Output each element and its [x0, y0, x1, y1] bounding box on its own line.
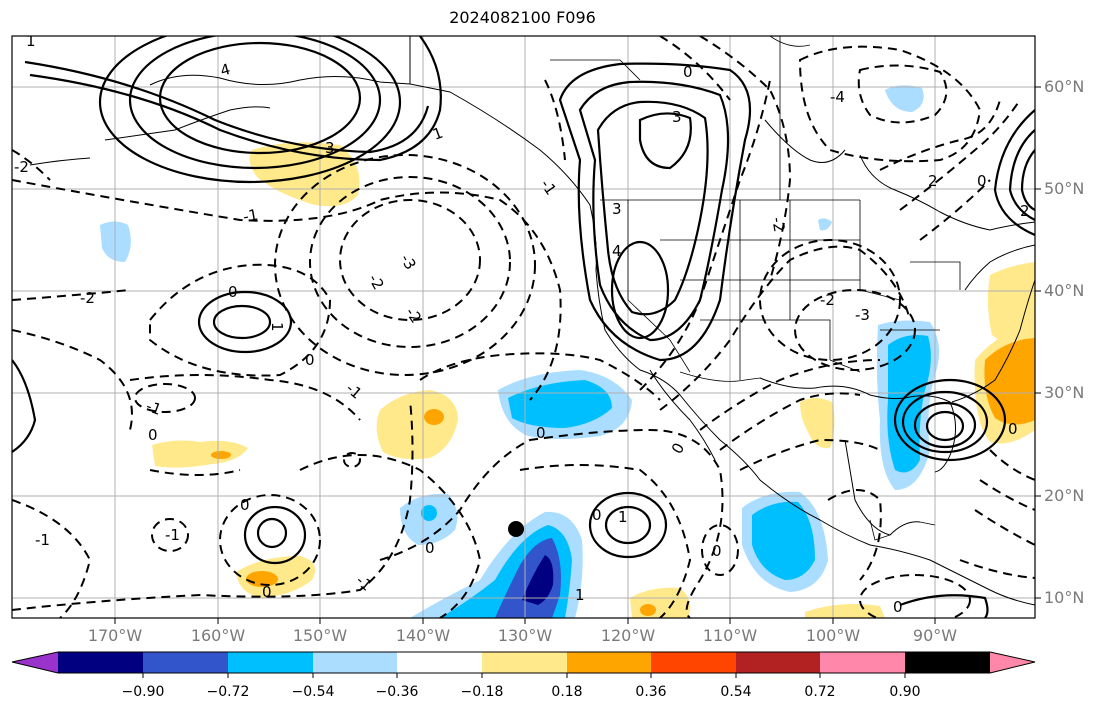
contour-label: -1 — [144, 397, 164, 419]
coastlines — [29, 36, 1035, 606]
colorbar-segment — [482, 652, 567, 673]
colorbar-extend-low — [12, 652, 58, 673]
lon-label: 100°W — [805, 626, 861, 645]
colorbar-segment — [820, 652, 905, 673]
colorbar — [11, 651, 1036, 678]
negative-anomaly-region — [522, 555, 554, 605]
positive-anomaly-core — [211, 451, 231, 459]
dashed-contours — [12, 36, 1035, 618]
contour-label: 1 — [618, 508, 628, 526]
positive-anomaly-region — [152, 440, 248, 468]
contour-label: -4 — [830, 88, 845, 106]
colorbar-tick-label: −0.72 — [206, 684, 250, 700]
positive-anomaly-region — [800, 398, 835, 449]
contour-label: 1 — [26, 32, 36, 50]
negative-anomaly-region — [885, 85, 924, 112]
negative-anomaly-core — [421, 505, 437, 521]
colorbar-tick-label: −0.36 — [375, 684, 419, 700]
positive-anomaly-core — [424, 409, 444, 425]
contour-label: -3 — [855, 306, 870, 324]
lon-label: 130°W — [497, 626, 553, 645]
lon-label: 90°W — [912, 626, 958, 645]
map-frame — [11, 35, 1036, 619]
positive-anomaly-region — [805, 604, 885, 618]
colorbar-segment — [143, 652, 228, 673]
lon-label: 120°W — [600, 626, 656, 645]
colorbar-tick-label: 0.36 — [635, 684, 667, 700]
lat-label: 20°N — [1044, 486, 1085, 505]
colorbar-segment — [228, 652, 313, 673]
contour-label: -2 — [80, 289, 95, 307]
colorbar-segment — [905, 652, 990, 673]
lat-label: 60°N — [1044, 77, 1085, 96]
contour-label: 0 — [592, 506, 602, 524]
colorbar-segment — [567, 652, 651, 673]
contour-label: -1 — [35, 531, 50, 549]
axis-ticks — [114, 86, 1041, 624]
colorbar-tick-label: −0.54 — [291, 684, 335, 700]
colorbar-segment — [58, 652, 143, 673]
colorbar-segment — [313, 652, 397, 673]
positive-anomaly-region — [987, 262, 1035, 344]
contour-label: -1 — [242, 206, 260, 226]
contour-label: 0 — [893, 598, 903, 616]
storm-position-marker — [508, 521, 524, 537]
contour-label: 3 — [672, 108, 682, 126]
contour-label: 0 — [712, 542, 722, 560]
map-title: 2024082100 F096 — [449, 8, 596, 27]
colorbar-tick-label: 0.54 — [720, 684, 752, 700]
lon-label: 170°W — [87, 626, 143, 645]
lat-label: 40°N — [1044, 281, 1085, 300]
colorbar-extend-high — [990, 652, 1035, 673]
contour-label: 4 — [612, 242, 622, 260]
contour-label: 2 — [928, 172, 938, 190]
anomaly-shading — [100, 85, 1035, 618]
negative-anomaly-region — [752, 501, 815, 580]
colorbar-tick-label: 0.18 — [551, 684, 583, 700]
lon-label: 110°W — [702, 626, 758, 645]
lat-label: 10°N — [1044, 588, 1085, 607]
lon-label: 150°W — [292, 626, 348, 645]
lon-label: 160°W — [190, 626, 246, 645]
colorbar-segment — [397, 652, 482, 673]
colorbar-tick-label: −0.90 — [121, 684, 165, 700]
colorbar-tick-label: 0.90 — [889, 684, 921, 700]
contour-label: 4 — [218, 60, 232, 80]
contour-label: 0 — [148, 426, 158, 444]
positive-anomaly-region — [376, 390, 458, 460]
lat-label: 50°N — [1044, 179, 1085, 198]
positive-anomaly-core — [640, 604, 656, 616]
contour-label: -2 — [820, 291, 835, 309]
colorbar-tick-label: −0.18 — [460, 684, 504, 700]
contour-label: 0 — [262, 583, 272, 601]
colorbar-segment — [651, 652, 736, 673]
contour-label: 0 — [305, 351, 315, 369]
contour-label: 0 — [425, 539, 435, 557]
contour-label: 2 — [1020, 202, 1030, 220]
contour-label: 1 — [575, 586, 585, 604]
positive-anomaly-core — [984, 338, 1035, 425]
contour-label: 0 — [683, 63, 693, 81]
colorbar-tick-label: 0.72 — [804, 684, 836, 700]
contour-label: 0 — [228, 283, 238, 301]
negative-anomaly-region — [818, 218, 832, 231]
contour-label: -2 — [14, 158, 29, 176]
contour-label: 1 — [268, 322, 286, 332]
contour-label: 0 — [1008, 420, 1018, 438]
contour-label: -2 — [768, 216, 788, 234]
negative-anomaly-region — [887, 335, 931, 473]
contour-label: 0 — [240, 496, 250, 514]
graticule — [12, 36, 1035, 618]
lat-label: 30°N — [1044, 383, 1085, 402]
contour-label: -1 — [165, 526, 180, 544]
negative-anomaly-region — [508, 380, 612, 428]
contour-label: 3 — [612, 200, 622, 218]
contour-label: 0 — [536, 424, 546, 442]
solid-contours — [12, 36, 1035, 618]
lon-label: 140°W — [395, 626, 451, 645]
contour-label: 3 — [325, 139, 335, 157]
contour-label: 0 — [977, 172, 987, 190]
colorbar-segment — [736, 652, 820, 673]
